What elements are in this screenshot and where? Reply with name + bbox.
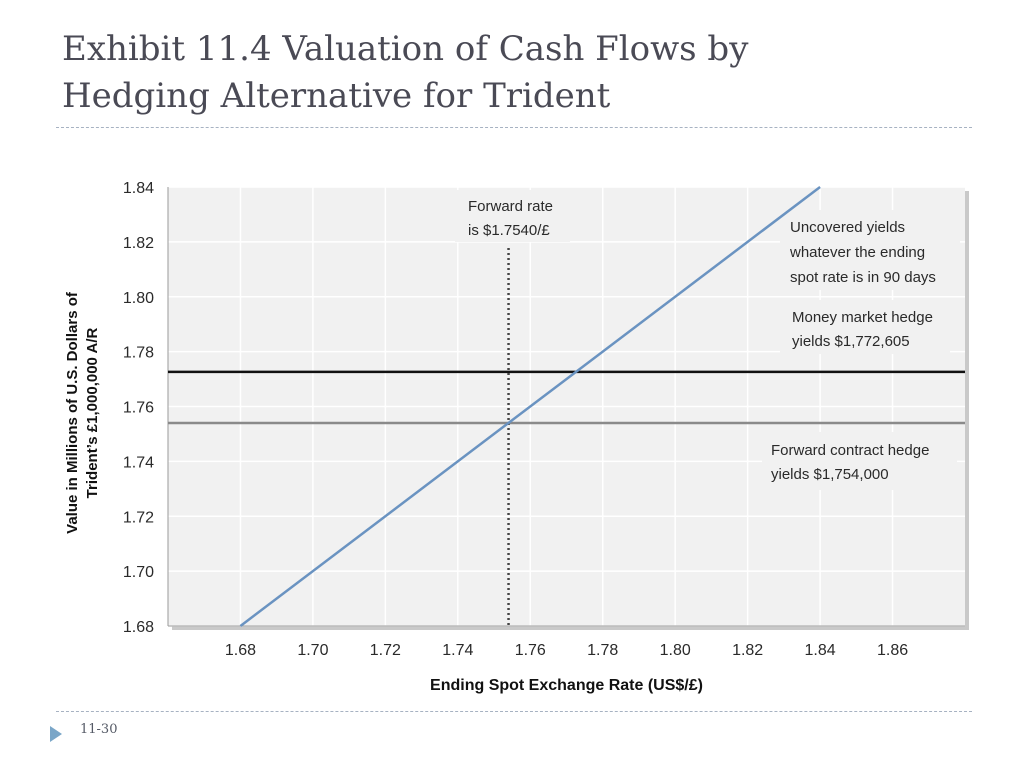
slide-title-line-1: Exhibit 11.4 Valuation of Cash Flows by	[62, 29, 749, 69]
x-tick-label: 1.80	[660, 642, 691, 659]
slide-title-line-2: Hedging Alternative for Trident	[62, 76, 611, 116]
money-market-annotation: Money market hedge	[792, 309, 933, 326]
forward-rate-annotation: is $1.7540/£	[468, 222, 550, 239]
uncovered-annotation: spot rate is in 90 days	[790, 269, 936, 286]
y-tick-label: 1.68	[123, 619, 154, 636]
page-number: 11-30	[80, 722, 118, 737]
x-tick-label: 1.72	[370, 642, 401, 659]
x-axis-title: Ending Spot Exchange Rate (US$/£)	[430, 677, 703, 694]
y-tick-label: 1.72	[123, 509, 154, 526]
money-market-label-bg	[780, 300, 950, 354]
footer-bullet-icon	[50, 726, 62, 742]
y-tick-label: 1.70	[123, 564, 154, 581]
y-axis-title-line-1: Value in Millions of U.S. Dollars of	[64, 291, 81, 534]
forward-rate-label-bg	[455, 190, 570, 242]
x-tick-label: 1.86	[877, 642, 908, 659]
forward-contract-annotation: Forward contract hedge	[771, 442, 929, 459]
x-tick-label: 1.74	[442, 642, 473, 659]
forward-contract-annotation: yields $1,754,000	[771, 466, 889, 483]
forward-contract-label-bg	[762, 432, 957, 490]
x-tick-label: 1.82	[732, 642, 763, 659]
x-tick-label: 1.68	[225, 642, 256, 659]
y-tick-label: 1.82	[123, 235, 154, 252]
footer-divider	[56, 711, 972, 712]
uncovered-label-bg	[780, 210, 960, 290]
uncovered-line	[239, 186, 821, 627]
uncovered-annotation: whatever the ending	[789, 244, 925, 261]
x-tick-label: 1.76	[515, 642, 546, 659]
title-divider	[56, 127, 972, 128]
uncovered-annotation: Uncovered yields	[790, 219, 905, 236]
x-tick-label: 1.70	[297, 642, 328, 659]
y-axis-title-line-2: Trident’s £1,000,000 A/R	[84, 328, 101, 499]
forward-rate-annotation: Forward rate	[468, 198, 553, 215]
x-tick-label: 1.84	[805, 642, 836, 659]
slide-title: Exhibit 11.4 Valuation of Cash Flows by …	[62, 26, 962, 120]
y-tick-label: 1.84	[123, 180, 154, 197]
y-tick-label: 1.74	[123, 454, 154, 471]
money-market-annotation: yields $1,772,605	[792, 333, 910, 350]
x-tick-label: 1.78	[587, 642, 618, 659]
y-tick-label: 1.76	[123, 400, 154, 417]
y-tick-label: 1.80	[123, 290, 154, 307]
y-tick-label: 1.78	[123, 345, 154, 362]
